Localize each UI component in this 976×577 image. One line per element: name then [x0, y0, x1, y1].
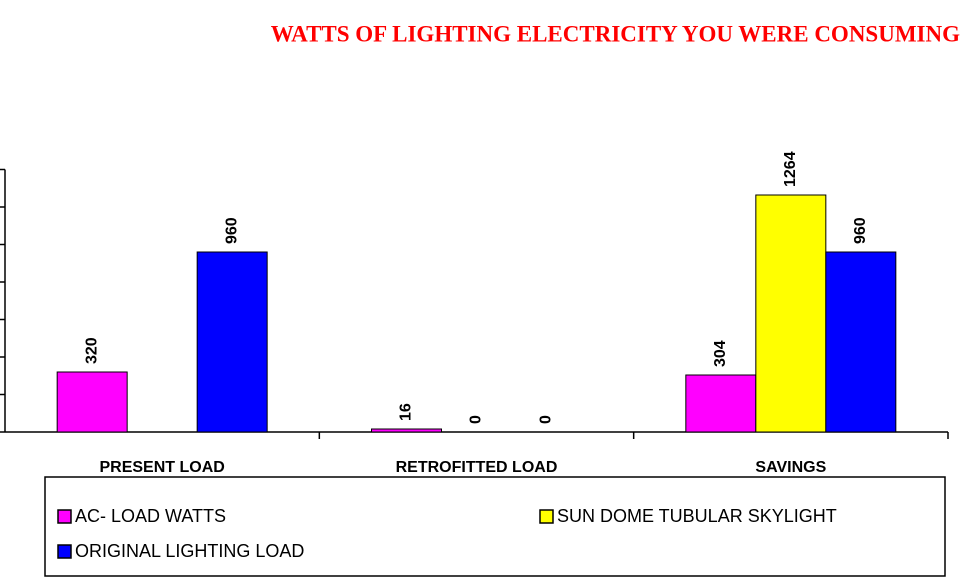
bar	[685, 374, 757, 433]
bar	[371, 428, 442, 433]
legend-box	[44, 476, 946, 577]
value-label: 16	[398, 403, 415, 421]
x-tick-label: RETROFITTED LOAD	[396, 459, 558, 476]
bar	[196, 251, 268, 433]
x-tick-label: PRESENT LOAD	[99, 459, 224, 476]
legend-swatch	[57, 544, 72, 559]
x-tick-label: SAVINGS	[755, 459, 826, 476]
legend-label: SUN DOME TUBULAR SKYLIGHT	[557, 506, 837, 526]
bar	[56, 371, 128, 433]
bar	[825, 251, 897, 433]
value-label: 960	[223, 217, 240, 244]
legend-label: AC- LOAD WATTS	[75, 506, 226, 526]
value-label: 304	[712, 340, 729, 367]
legend-label: ORIGINAL LIGHTING LOAD	[75, 541, 304, 561]
bar	[755, 194, 827, 433]
legend-swatch	[539, 509, 554, 524]
value-label: 0	[468, 415, 485, 424]
value-label: 1264	[782, 151, 799, 187]
chart-title: WATTS OF LIGHTING ELECTRICITY YOU WERE C…	[271, 21, 960, 46]
value-label: 960	[852, 217, 869, 244]
legend-swatch	[57, 509, 72, 524]
value-label: 0	[538, 415, 555, 424]
value-label: 320	[83, 337, 100, 364]
